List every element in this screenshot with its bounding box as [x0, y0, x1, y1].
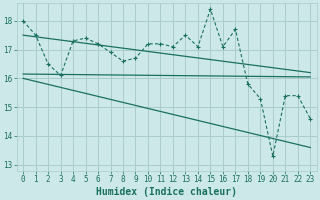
X-axis label: Humidex (Indice chaleur): Humidex (Indice chaleur): [96, 186, 237, 197]
